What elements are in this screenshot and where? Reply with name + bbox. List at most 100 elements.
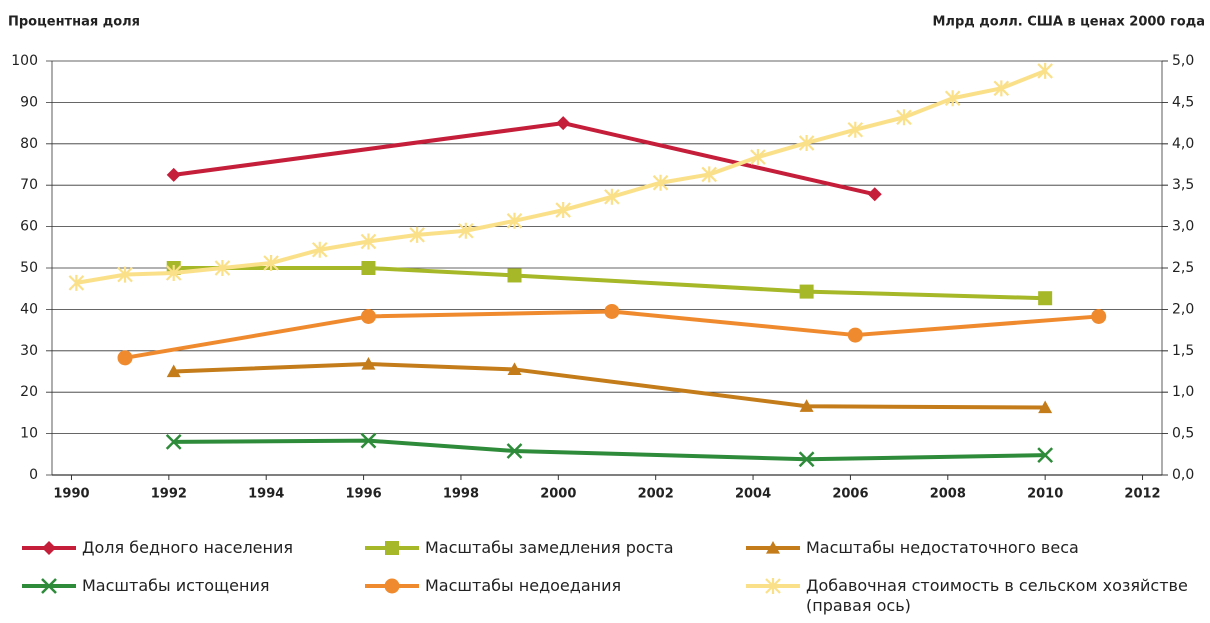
marker: [1037, 62, 1053, 79]
marker: [42, 541, 56, 555]
y-tick-label: 0: [29, 467, 38, 483]
marker: [166, 364, 181, 378]
marker: [798, 451, 815, 468]
marker: [604, 188, 620, 205]
marker: [117, 350, 133, 366]
x-tick-label: 2010: [1027, 487, 1063, 502]
y-tick-label: 100: [11, 53, 38, 69]
marker: [1037, 447, 1054, 464]
marker: [867, 187, 882, 202]
y-tick-label: 40: [20, 301, 38, 317]
series-line: [173, 266, 1046, 301]
legend-label: Добавочная стоимость в сельском хозяйств…: [806, 576, 1188, 615]
legend-label: Масштабы замедления роста: [425, 538, 674, 557]
legend-label: Масштабы истощения: [82, 576, 270, 595]
x-tick-label: 1994: [248, 487, 284, 502]
y2-tick-label: 2,5: [1172, 260, 1194, 276]
marker: [166, 167, 181, 182]
marker: [798, 134, 815, 151]
y-axis-title: Процентная доля: [8, 15, 140, 30]
y-tick-label: 80: [20, 136, 38, 152]
marker: [765, 578, 781, 594]
y2-tick-label: 2,0: [1172, 301, 1194, 317]
marker: [652, 174, 669, 191]
marker: [847, 121, 864, 138]
marker: [214, 260, 231, 276]
marker: [799, 399, 814, 412]
marker: [165, 264, 182, 281]
x-tick-label: 1992: [151, 487, 187, 502]
y2-tick-label: 1,0: [1172, 384, 1194, 400]
legend-key: [365, 541, 419, 555]
marker: [993, 80, 1010, 97]
y2-tick-label: 4,5: [1172, 94, 1194, 110]
legend-item: Добавочная стоимость в сельском хозяйств…: [746, 576, 1206, 616]
marker: [507, 362, 522, 376]
marker: [1038, 400, 1053, 414]
y-tick-label: 90: [20, 94, 38, 110]
marker: [458, 222, 474, 239]
x-tick-label: 1998: [443, 487, 479, 502]
marker: [311, 241, 328, 258]
x-tick-label: 2006: [832, 487, 868, 502]
marker: [1038, 291, 1053, 306]
marker: [896, 109, 912, 126]
marker: [41, 578, 57, 594]
y2-tick-label: 0,0: [1172, 467, 1194, 483]
marker: [506, 443, 523, 459]
legend-label: Доля бедного населения: [82, 538, 293, 557]
marker: [360, 432, 377, 449]
y2-tick-label: 3,5: [1172, 177, 1194, 193]
marker: [507, 268, 522, 283]
marker: [385, 541, 399, 555]
marker: [506, 212, 523, 229]
legend-key: [365, 578, 419, 594]
y2-tick-label: 5,0: [1172, 53, 1194, 69]
marker: [701, 166, 718, 183]
y2-tick-label: 0,5: [1172, 426, 1194, 442]
marker: [847, 327, 863, 343]
series-line: [173, 362, 1046, 410]
marker: [556, 116, 571, 131]
marker: [766, 541, 780, 554]
marker: [384, 578, 400, 594]
marker: [360, 308, 376, 324]
series-line: [173, 438, 1046, 462]
marker: [360, 233, 377, 250]
marker: [750, 149, 766, 166]
legend-label: Масштабы недоедания: [425, 576, 622, 595]
y-tick-label: 70: [20, 177, 38, 193]
marker: [68, 274, 85, 291]
marker: [604, 303, 620, 319]
marker: [555, 202, 571, 219]
legend-item: Масштабы истощения: [22, 576, 270, 596]
legend-key: [22, 578, 76, 594]
legend-key: [746, 541, 800, 554]
legend-key: [22, 541, 76, 555]
legend-item: Масштабы замедления роста: [365, 538, 674, 558]
marker: [1091, 308, 1107, 324]
x-tick-label: 1990: [53, 487, 89, 502]
marker: [117, 266, 133, 283]
marker: [263, 255, 279, 272]
x-tick-label: 2004: [735, 487, 771, 502]
x-tick-label: 1996: [345, 487, 381, 502]
legend-item: Доля бедного населения: [22, 538, 293, 558]
x-tick-label: 2002: [638, 487, 674, 502]
x-tick-label: 2008: [930, 487, 966, 502]
y-tick-label: 20: [20, 384, 38, 400]
y2-tick-label: 3,0: [1172, 219, 1194, 235]
legend-label: Масштабы недостаточного веса: [806, 538, 1079, 557]
marker: [799, 284, 814, 299]
legend-item: Масштабы недостаточного веса: [746, 538, 1079, 558]
y-tick-label: 50: [20, 260, 38, 276]
series-line: [173, 121, 876, 197]
marker: [944, 90, 961, 107]
y2-axis-title: Млрд долл. США в ценах 2000 года: [933, 15, 1206, 30]
marker: [409, 226, 425, 243]
x-tick-label: 2000: [540, 487, 576, 502]
marker: [361, 357, 376, 370]
y-tick-label: 10: [20, 426, 38, 442]
